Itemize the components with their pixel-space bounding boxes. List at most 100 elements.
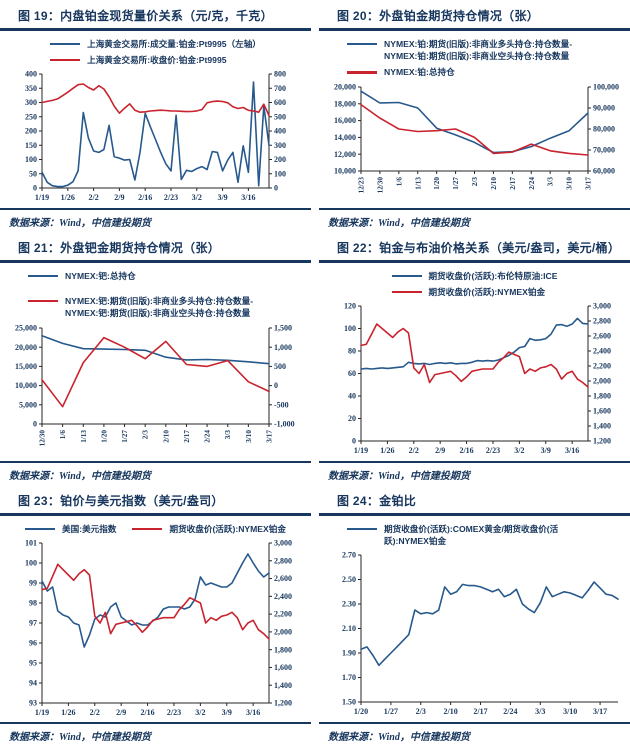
svg-text:1,400: 1,400 [274,681,292,690]
svg-text:1/20: 1/20 [100,429,108,442]
svg-text:1/27: 1/27 [384,707,398,716]
legend-item: NYMEX:铂:期货(旧版):非商业多头持仓:持仓数量-NYMEX:铂:期货(旧… [347,38,602,63]
svg-text:500: 500 [274,362,286,371]
svg-text:2,000: 2,000 [274,627,292,636]
svg-text:2,000: 2,000 [593,377,611,386]
svg-text:0: 0 [352,437,356,446]
legend-line-swatch [391,290,422,294]
svg-text:800: 800 [274,70,286,79]
svg-text:400: 400 [25,70,37,79]
svg-text:0: 0 [274,381,278,390]
svg-text:1/26: 1/26 [61,708,75,717]
svg-text:2/2: 2/2 [409,446,419,455]
svg-text:1.50: 1.50 [342,698,356,707]
svg-text:5,000: 5,000 [19,400,37,409]
svg-text:2/3: 2/3 [142,429,150,439]
svg-text:20: 20 [348,415,356,424]
svg-text:1,400: 1,400 [593,422,611,431]
svg-text:1/13: 1/13 [80,429,88,442]
svg-text:2/23: 2/23 [486,446,500,455]
title-rule [319,513,630,516]
legend-line-swatch [347,71,377,74]
svg-text:2.10: 2.10 [342,625,356,634]
figure-title: 图 21：外盘钯金期货持仓情况（张） [18,241,221,255]
legend-item: 上海黄金交易所:成交量:铂金:Pt9995（左轴） [50,38,261,50]
data-source: 数据来源：Wind，中信建投期货 [9,218,151,229]
svg-text:2.70: 2.70 [342,551,356,560]
bottom-rule [0,460,311,463]
series-line [360,90,589,154]
legend-item: 上海黄金交易所:收盘价:铂金:Pt9995 [50,54,227,66]
bottom-rule [0,721,311,724]
figure-block-fig21: 图 21：外盘钯金期货持仓情况（张） NYMEX:钯:总持仓 NYMEX:钯:期货… [0,232,311,485]
chart-canvas-fig19: 4003503002502001501005008007006005004003… [25,70,286,202]
svg-text:1/27: 1/27 [452,176,460,189]
title-rule [0,260,311,263]
legend-line-swatch [347,527,377,530]
svg-text:96: 96 [29,639,37,648]
svg-text:1,600: 1,600 [593,407,611,416]
data-source: 数据来源：Wind，中信建投期货 [328,218,470,229]
svg-text:10,000: 10,000 [334,166,356,175]
legend-label: 上海黄金交易所:成交量:铂金:Pt9995（左轴） [87,38,261,49]
svg-text:120: 120 [344,302,356,311]
bottom-rule [319,721,630,724]
svg-text:2/3: 2/3 [471,176,479,186]
data-source: 数据来源：Wind，中信建投期货 [328,471,470,482]
legend-item: 美国:美元指数 [25,523,116,535]
svg-text:1/19: 1/19 [35,193,49,202]
svg-text:40: 40 [348,392,356,401]
svg-text:1/13: 1/13 [414,176,422,189]
svg-text:2/3: 2/3 [416,707,426,716]
svg-text:2/9: 2/9 [435,446,445,455]
svg-text:3/3: 3/3 [535,707,545,716]
svg-text:1/26: 1/26 [61,193,75,202]
svg-text:20,000: 20,000 [15,343,37,352]
svg-text:3/9: 3/9 [222,708,232,717]
svg-text:250: 250 [25,113,37,122]
legend-line-swatch [28,299,58,303]
chart-canvas-fig23: 101 100 99 98 97 96 95 94 93 3,000 2,800 2,600 2,400… [25,539,292,717]
legend-item: NYMEX:钯:期货(旧版):非商业多头持仓:持仓数量-NYMEX:钯:期货(旧… [28,295,283,320]
svg-text:12/30: 12/30 [376,176,384,193]
legend-label: NYMEX:钯:总持仓 [65,270,136,281]
svg-text:0: 0 [33,184,37,193]
chart-canvas-fig24: 2.70 2.50 2.30 2.10 1.90 1.70 1.501/20 1/27 2/3 2… [342,551,619,716]
chart-plot-area: 101 100 99 98 97 96 95 94 93 3,000 2,800 2,600 2,400… [0,537,311,721]
legend-label: NYMEX:铂:总持仓 [384,67,455,78]
svg-text:3/16: 3/16 [246,708,260,717]
chart-canvas-fig21: 25,000 20,000 15,000 10,000 5,000 0 1,500 1,000… [15,323,295,446]
legend-label: 期货收盘价(活跃):COMEX黄金/期货收盘价(活跃):NYMEX铂金 [384,523,559,546]
figure-title: 图 22：铂金与布油价格关系（美元/盎司，美元/桶） [337,241,621,255]
series-line [360,581,619,667]
svg-text:2/24: 2/24 [528,176,536,189]
svg-text:1/6: 1/6 [59,429,67,439]
svg-text:400: 400 [274,127,286,136]
chart-plot-area: 25,000 20,000 15,000 10,000 5,000 0 1,500 1,000… [0,322,311,460]
legend-line-swatch [391,274,422,277]
series-line [41,83,270,117]
legend-line-swatch [28,274,58,277]
title-rule [0,28,311,31]
figure-block-fig24: 图 24：金铂比 期货收盘价(活跃):COMEX黄金/期货收盘价(活跃):NYM… [319,485,630,746]
legend-item: 期货收盘价(活跃):NYMEX铂金 [132,523,286,535]
svg-text:3/17: 3/17 [585,176,593,189]
legend-item: 期货收盘价(活跃):布伦特原油:ICE [391,270,558,282]
svg-text:16,000: 16,000 [334,116,356,125]
svg-text:101: 101 [25,539,37,548]
legend-label: 期货收盘价(活跃):布伦特原油:ICE [428,270,558,281]
legend-label: 美国:美元指数 [62,523,117,534]
legend-item: 期货收盘价(活跃):NYMEX铂金 [391,286,545,298]
svg-text:2/16: 2/16 [140,708,154,717]
svg-text:3/9: 3/9 [217,193,227,202]
chart-legend: 期货收盘价(活跃):COMEX黄金/期货收盘价(活跃):NYMEX铂金 [339,516,610,550]
svg-text:1,200: 1,200 [274,699,292,708]
chart-legend: 美国:美元指数 期货收盘价(活跃):NYMEX铂金 [17,516,294,537]
bottom-rule [319,460,630,463]
svg-text:2,800: 2,800 [593,317,611,326]
svg-text:3/2: 3/2 [192,193,202,202]
legend-line-swatch [347,42,377,45]
svg-text:70,000: 70,000 [593,145,615,154]
svg-text:0: 0 [274,184,278,193]
